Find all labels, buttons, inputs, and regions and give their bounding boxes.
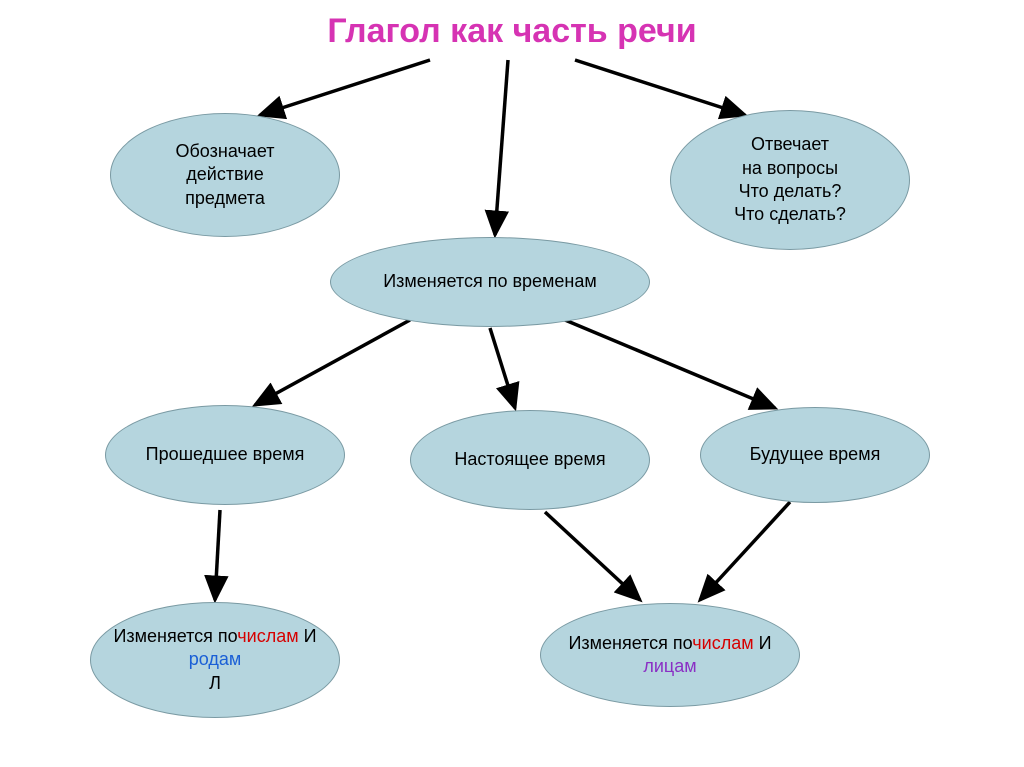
node-n1: Обозначаетдействиепредмета — [110, 113, 340, 237]
node-n3: Изменяется по временам — [330, 237, 650, 327]
node-n3-label: Изменяется по временам — [375, 262, 605, 301]
arrow-3 — [255, 320, 410, 405]
node-n2: Отвечаетна вопросыЧто делать?Что сделать… — [670, 110, 910, 250]
node-n6-label: Будущее время — [742, 435, 889, 474]
diagram-title: Глагол как часть речи — [0, 12, 1024, 51]
node-n4-label: Прошедшее время — [138, 435, 313, 474]
node-n8-label: Изменяется почислам И лицам — [541, 624, 799, 687]
arrow-7 — [545, 512, 640, 600]
arrow-0 — [260, 60, 430, 115]
node-n7: Изменяется почислам И родамЛ — [90, 602, 340, 718]
node-n5-label: Настоящее время — [446, 440, 613, 479]
arrow-1 — [495, 60, 508, 235]
node-n8: Изменяется почислам И лицам — [540, 603, 800, 707]
node-n6: Будущее время — [700, 407, 930, 503]
arrow-8 — [700, 502, 790, 600]
arrow-5 — [565, 320, 775, 408]
node-n1-label: Обозначаетдействиепредмета — [168, 132, 283, 218]
node-n4: Прошедшее время — [105, 405, 345, 505]
node-n5: Настоящее время — [410, 410, 650, 510]
arrow-2 — [575, 60, 745, 115]
node-n2-label: Отвечаетна вопросыЧто делать?Что сделать… — [726, 125, 854, 235]
arrow-4 — [490, 328, 515, 408]
arrow-6 — [215, 510, 220, 600]
node-n7-label: Изменяется почислам И родамЛ — [91, 617, 339, 703]
